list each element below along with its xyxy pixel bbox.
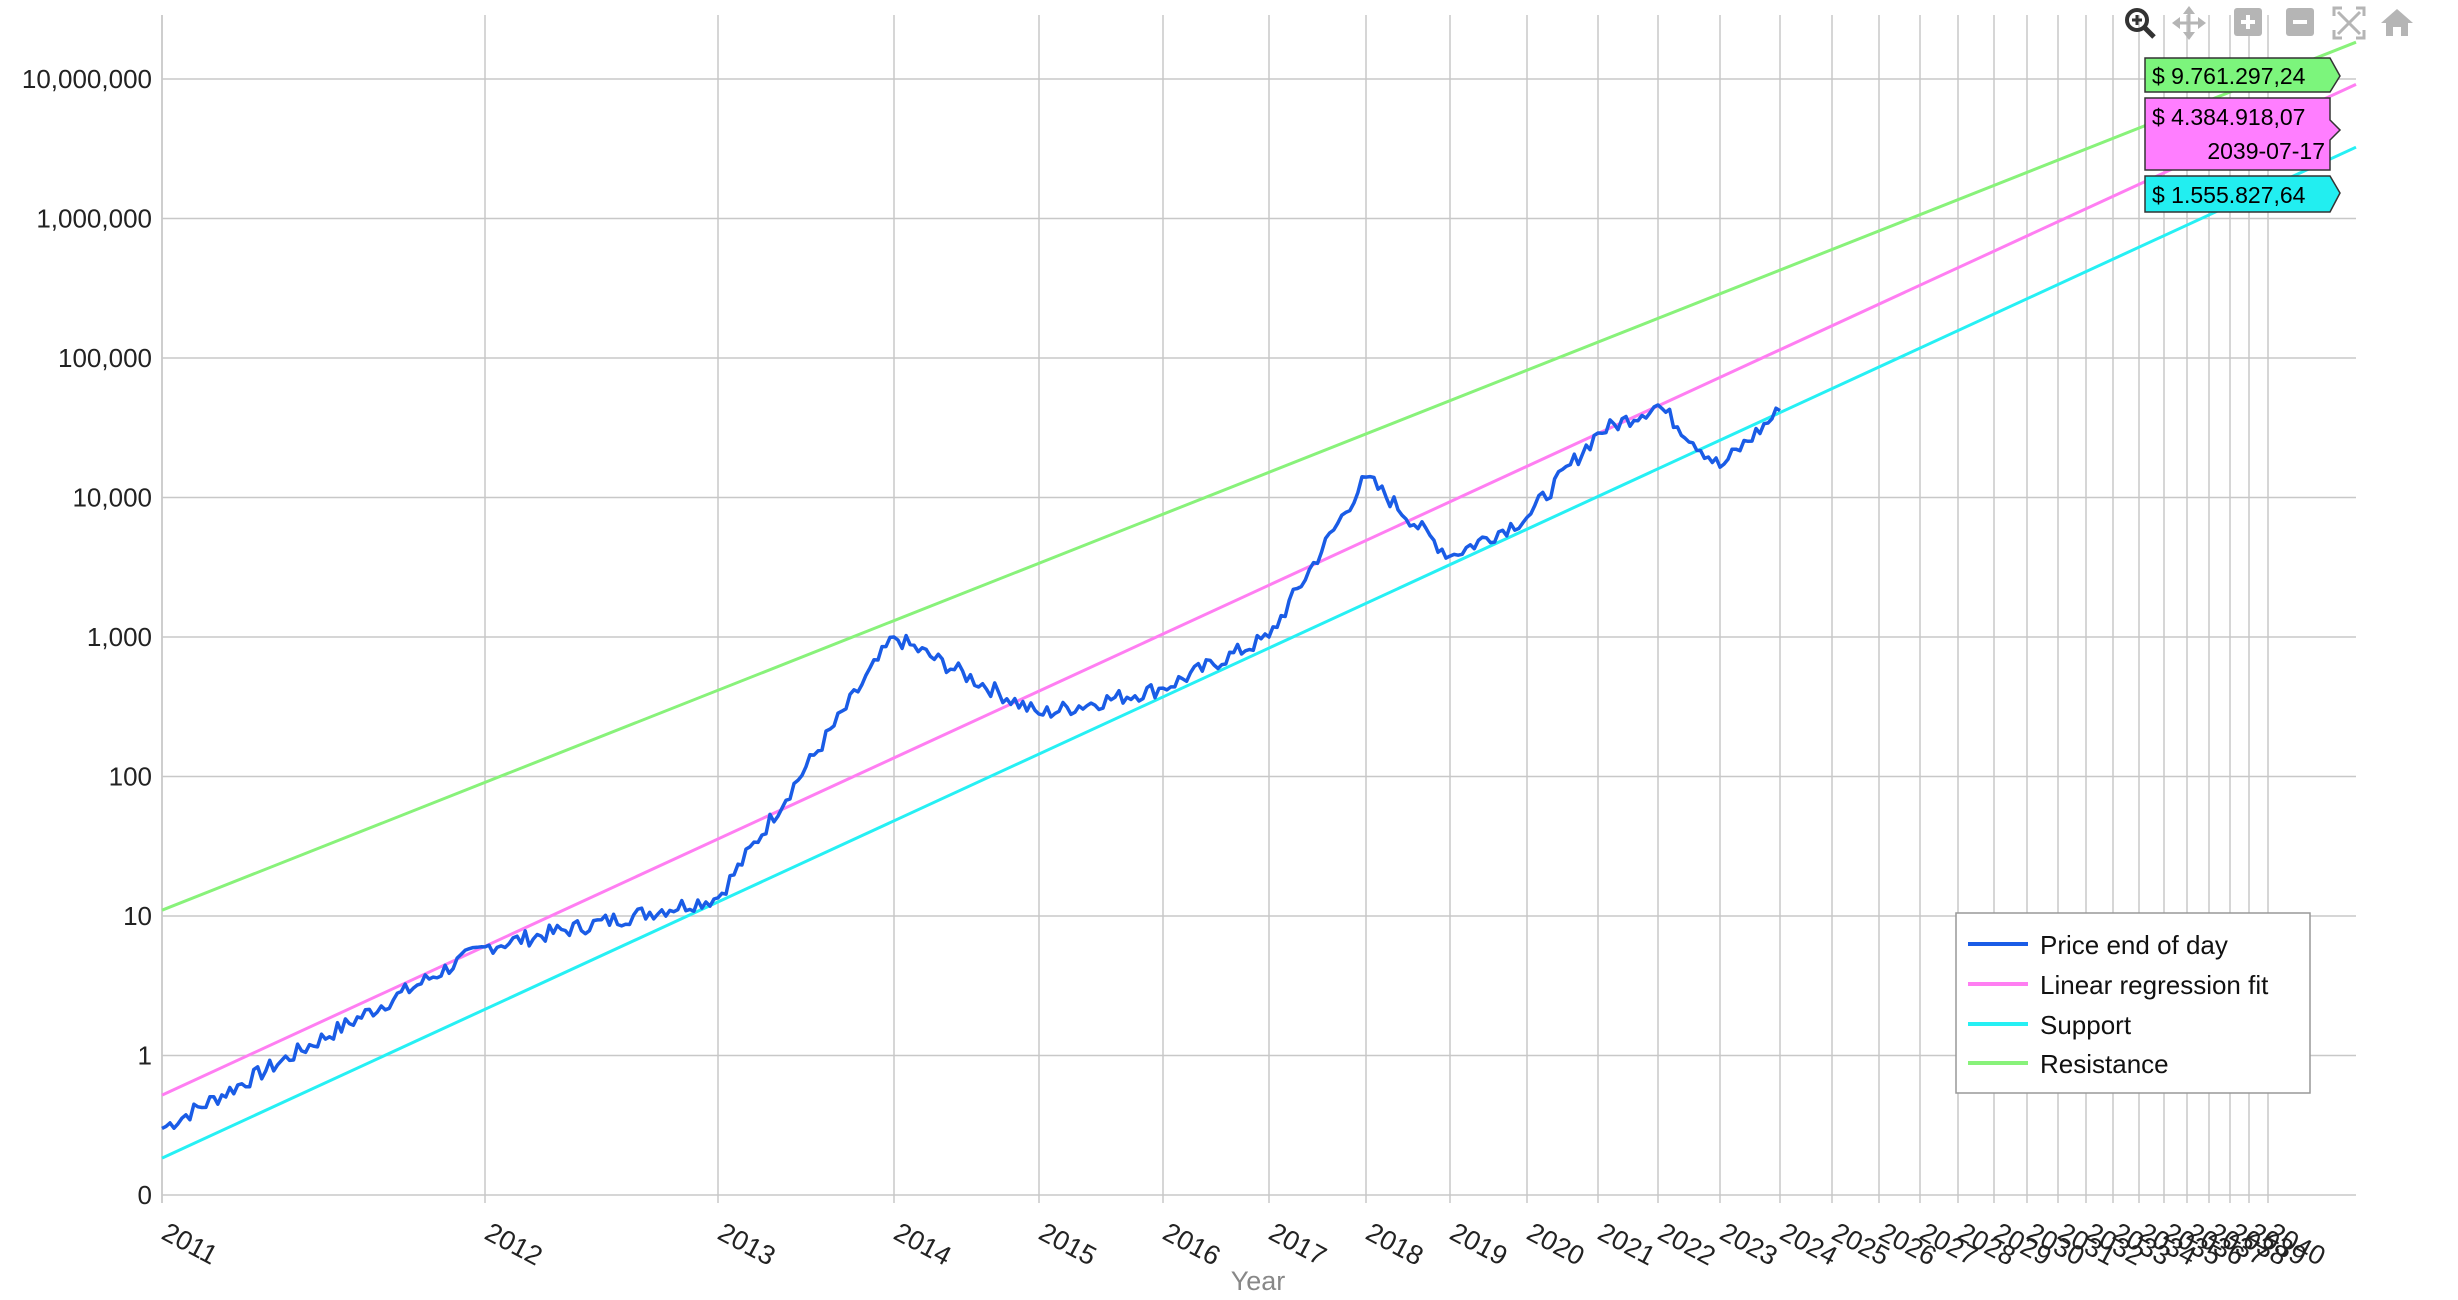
x-tick-label: 2015 xyxy=(1034,1217,1101,1272)
legend-label-support: Support xyxy=(2040,1010,2132,1040)
series-line-price-end-of-day xyxy=(161,403,1781,1130)
y-tick-label: 10 xyxy=(123,901,152,931)
legend-label-resistance: Resistance xyxy=(2040,1049,2169,1079)
tooltip-date: 2039-07-17 xyxy=(2207,138,2325,164)
tooltip-fit-box xyxy=(2144,97,2342,171)
zoom-out-icon[interactable] xyxy=(2286,8,2314,36)
tooltip-support-box xyxy=(2144,175,2341,213)
x-tick-label: 2016 xyxy=(1158,1217,1225,1272)
legend-label-price: Price end of day xyxy=(2040,930,2228,960)
x-tick-label: 2019 xyxy=(1445,1217,1512,1272)
pan-icon[interactable] xyxy=(2172,6,2206,40)
x-tick-label: 2023 xyxy=(1715,1217,1782,1272)
legend: Price end of day Linear regression fit S… xyxy=(1955,912,2311,1094)
zoom-icon[interactable] xyxy=(2123,6,2157,40)
y-axis: 0 1 10 100 1,000 10,000 100,000 1,000,000 10,000… xyxy=(22,64,152,1210)
legend-label-fit: Linear regression fit xyxy=(2040,970,2269,1000)
x-tick-label: 2021 xyxy=(1593,1217,1660,1272)
x-axis-label: Year xyxy=(1231,1266,1286,1296)
y-tick-label: 10,000,000 xyxy=(22,64,152,94)
tooltip-resistance-value: $ 9.761.297,24 xyxy=(2152,63,2306,89)
series-line-resistance xyxy=(161,40,2357,912)
x-tick-label: 2013 xyxy=(713,1217,780,1272)
series-line-linear-regression-fit xyxy=(161,83,2357,1097)
tooltip-support-value: $ 1.555.827,64 xyxy=(2152,182,2306,208)
hover-tooltip: $ 9.761.297,24 $ 4.384.918,07 2039-07-17… xyxy=(2144,57,2342,213)
x-tick-label: 2020 xyxy=(1522,1217,1589,1272)
x-tick-label: 2017 xyxy=(1264,1217,1331,1272)
reset-home-icon[interactable] xyxy=(2380,6,2414,40)
x-tick-label: 2011 xyxy=(157,1217,222,1271)
chart-toolbar xyxy=(2123,6,2414,40)
y-tick-label: 10,000 xyxy=(72,483,152,513)
y-tick-label: 100,000 xyxy=(58,343,152,373)
y-tick-label: 1 xyxy=(138,1041,152,1071)
y-tick-label: 100 xyxy=(109,762,152,792)
y-tick-label: 1,000 xyxy=(87,622,152,652)
tooltip-fit-value: $ 4.384.918,07 xyxy=(2152,104,2305,130)
x-tick-label: 2018 xyxy=(1361,1217,1428,1272)
zoom-in-icon[interactable] xyxy=(2234,8,2262,36)
y-tick-label: 0 xyxy=(138,1180,152,1210)
autoscale-icon[interactable] xyxy=(2332,6,2366,40)
x-tick-label: 2012 xyxy=(480,1217,547,1272)
x-tick-label: 2014 xyxy=(889,1217,956,1272)
tooltip-resistance-box xyxy=(2144,57,2341,93)
x-tick-label: 2022 xyxy=(1653,1217,1720,1272)
y-tick-label: 1,000,000 xyxy=(36,204,152,234)
x-axis: 2011 2012 2013 2014 2015 2016 2017 2018 2019 2020… xyxy=(157,1217,2330,1272)
series-line-support xyxy=(161,145,2357,1160)
series-group xyxy=(161,40,2357,1160)
